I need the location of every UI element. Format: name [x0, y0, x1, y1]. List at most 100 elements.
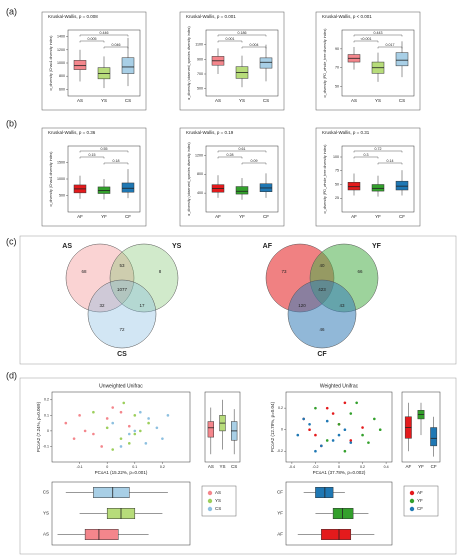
y-tick-label: 1000 [57, 61, 65, 65]
p-value-label: 0.09 [251, 159, 258, 163]
set-label: YS [172, 243, 182, 250]
y-tick-label: 1200 [57, 48, 65, 52]
panel-label: (b) [6, 118, 17, 128]
point [119, 410, 123, 414]
point [147, 421, 150, 425]
significance-bracket [377, 46, 403, 49]
point [308, 428, 311, 431]
x-tick-label: 0 [106, 465, 108, 469]
panel-label: (a) [6, 6, 17, 16]
x-tick-label: -0.2 [312, 465, 318, 469]
x-tick-label: 0.2 [160, 465, 165, 469]
x-tick-label: -0.4 [289, 465, 295, 469]
point [139, 429, 142, 433]
plot-frame [205, 145, 279, 213]
point [147, 417, 150, 420]
significance-bracket [241, 162, 267, 165]
point [119, 437, 123, 440]
region-count: 1077 [117, 287, 128, 292]
point [139, 410, 142, 414]
y-tick-label: 0.2 [44, 398, 49, 402]
venn-set [87, 279, 157, 349]
point [64, 421, 68, 425]
category-label: CS [399, 98, 405, 103]
legend-frame [201, 485, 237, 517]
y-tick-label: 1500 [57, 160, 65, 164]
category-label: AF [351, 214, 357, 219]
category-label: AS [208, 464, 214, 469]
category-label: AF [215, 214, 221, 219]
x-tick-label: 0.1 [132, 465, 137, 469]
significance-bracket [353, 156, 379, 159]
point [337, 423, 341, 426]
category-label: CF [431, 464, 437, 469]
category-label: AF [405, 464, 411, 469]
point [343, 428, 347, 431]
chart-frame [315, 11, 421, 111]
point [349, 441, 353, 444]
point [133, 429, 137, 433]
point [127, 432, 131, 436]
p-value-label: 0.017 [386, 43, 395, 47]
point [133, 414, 137, 417]
plot-frame [285, 481, 393, 546]
category-label: CS [231, 464, 237, 469]
legend-swatch [207, 490, 213, 496]
chart-title: Kruskal-Wallis, p = 0.19 [186, 130, 234, 135]
y-axis-label: α_diversity (observed_species diversity … [187, 26, 191, 99]
y-tick-label: -0.1 [43, 444, 49, 448]
x-axis-label: PCoA1 (37.78%, p=0.002) [313, 470, 366, 475]
region-count: 73 [281, 269, 287, 274]
legend-swatch [409, 506, 415, 512]
panel-label: (c) [6, 236, 17, 246]
point [343, 401, 347, 405]
significance-bracket [241, 46, 267, 49]
point [308, 423, 311, 426]
category-label: AF [277, 532, 283, 537]
point [314, 433, 317, 437]
p-value-label: 0.443 [374, 31, 383, 35]
y-tick-label: 0.2 [278, 406, 283, 410]
box [235, 186, 249, 195]
point [361, 426, 364, 429]
point [100, 445, 103, 448]
significance-bracket [79, 150, 129, 153]
region-count: 43 [339, 303, 345, 308]
significance-bracket [217, 34, 267, 37]
y-axis-label: α_diversity (Chao1 diversity index) [49, 35, 53, 90]
significance-bracket [217, 150, 267, 153]
y-axis-label: PCoA2 (7.24%, p=0.069) [36, 401, 41, 452]
legend-frame [403, 485, 439, 517]
set-label: AF [263, 243, 273, 250]
category-label: YF [239, 214, 245, 219]
category-label: CS [263, 98, 269, 103]
point [155, 426, 159, 430]
p-value-label: 0.28 [227, 153, 234, 157]
category-label: YS [101, 98, 107, 103]
venn-set [287, 279, 357, 349]
box [84, 529, 119, 540]
chart-frame [315, 127, 421, 227]
legend-label: CF [417, 506, 423, 511]
significance-bracket [217, 40, 243, 43]
legend-swatch [207, 498, 213, 504]
point [320, 444, 323, 448]
category-label: AS [351, 98, 357, 103]
significance-bracket [79, 34, 129, 37]
box [371, 184, 385, 192]
panel-label: (d) [6, 370, 17, 380]
point [378, 428, 382, 431]
y-axis-label: α_diversity (observed_species diversity … [187, 142, 191, 215]
y-tick-label: 0 [47, 429, 49, 433]
legend-swatch [409, 490, 415, 496]
point [349, 439, 353, 442]
p-value-label: 0.61 [239, 147, 246, 151]
point [325, 439, 329, 442]
legend-swatch [207, 506, 213, 512]
category-label: AF [77, 214, 83, 219]
category-label: CF [277, 490, 283, 495]
y-tick-label: 600 [59, 87, 65, 91]
set-label: CS [117, 351, 127, 358]
category-label: YF [418, 464, 424, 469]
